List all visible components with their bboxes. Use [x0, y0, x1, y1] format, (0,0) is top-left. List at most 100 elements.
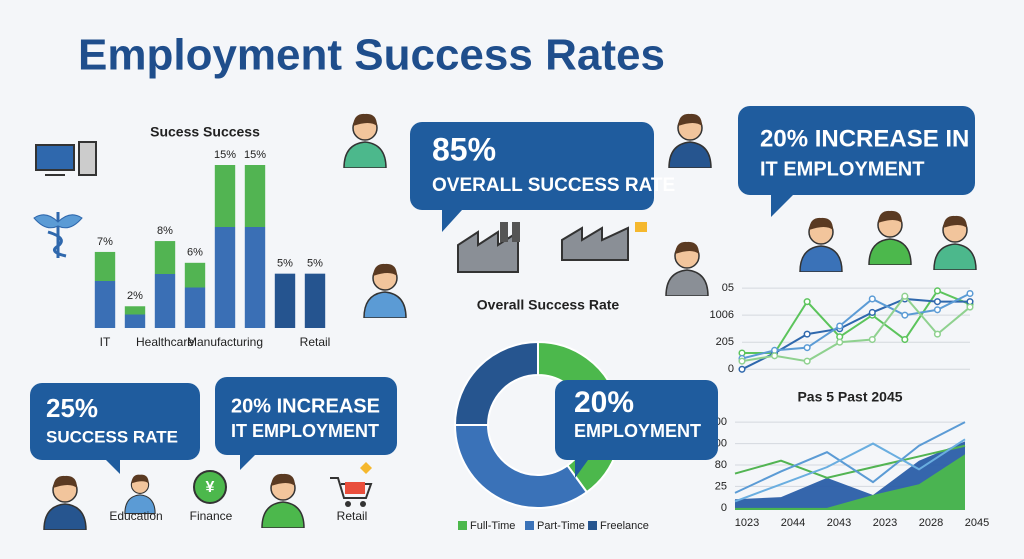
value-label: 5% [307, 258, 323, 270]
line [734, 444, 966, 479]
point [933, 287, 941, 295]
bar [304, 273, 326, 328]
svg-text:¥: ¥ [206, 479, 215, 496]
point [933, 330, 941, 338]
callout: 85% OVERALL SUCCESS RATE [410, 122, 675, 232]
callout: 20% INCREASE IT EMPLOYMENT [215, 377, 397, 470]
yen-icon: ¥ [193, 470, 227, 504]
y-tick-label: 0 [721, 502, 727, 514]
callout-text: IT EMPLOYMENT [760, 158, 924, 180]
point [901, 292, 909, 300]
callout-text: SUCCESS RATE [46, 427, 178, 446]
icon-label: Retail [337, 509, 368, 523]
icons: ¥ [33, 114, 976, 530]
point [803, 357, 811, 365]
y-tick-label: 205 [716, 336, 734, 348]
point [966, 303, 974, 311]
callout: 20% EMPLOYMENT [555, 380, 718, 478]
chart-title: Overall Success Rate [477, 297, 620, 313]
value-label: 2% [127, 290, 143, 302]
chart-title: Pas 5 Past 2045 [797, 389, 902, 405]
bar [124, 306, 146, 328]
x-tick-label: Healthcare [136, 335, 194, 349]
donut-segment [453, 424, 589, 509]
value-label: 6% [187, 247, 203, 259]
point [868, 335, 876, 344]
x-tick-label: 1023 [735, 517, 759, 529]
point [868, 295, 876, 303]
x-tick-label: 2043 [827, 517, 851, 529]
point [771, 352, 779, 360]
value-label: 15% [214, 149, 236, 161]
point [966, 289, 974, 298]
point [901, 335, 909, 344]
line [742, 289, 971, 355]
page-title: Employment Success Rates [78, 31, 665, 80]
point [868, 308, 876, 317]
point [738, 357, 746, 365]
callout-value: 20% INCREASE IN [760, 125, 969, 152]
x-tick-label: Retail [300, 335, 331, 349]
callout-value: 25% [46, 393, 98, 423]
bar [94, 251, 116, 328]
value-label: 5% [277, 258, 293, 270]
point [836, 338, 844, 346]
point [803, 344, 811, 352]
factory-icon [457, 222, 520, 273]
legend-label: Freelance [600, 520, 649, 532]
callout: 25% SUCCESS RATE [30, 383, 200, 474]
computer-icon [35, 141, 97, 176]
legend-swatch [525, 521, 534, 530]
line [734, 438, 966, 503]
point [803, 298, 811, 306]
callout-text: OVERALL SUCCESS RATE [432, 175, 675, 196]
bar [154, 241, 176, 328]
area [735, 454, 965, 510]
point [901, 311, 909, 319]
line [734, 421, 966, 494]
x-tick-label: Manufacturing [187, 335, 263, 349]
callout-text: EMPLOYMENT [574, 421, 701, 441]
line [741, 294, 971, 363]
bar [244, 165, 266, 328]
line [741, 292, 971, 360]
icon-label: Education [109, 509, 162, 523]
donut-segment [453, 340, 539, 426]
point [836, 322, 844, 330]
callout-value: 85% [432, 131, 496, 167]
chart-title: Sucess Success [150, 124, 260, 140]
x-tick-label: IT [100, 335, 111, 349]
legend-label: Part-Time [537, 520, 585, 532]
callout-value: 20% INCREASE [231, 395, 380, 417]
x-tick-label: 2028 [919, 517, 943, 529]
value-label: 7% [97, 236, 113, 248]
point [933, 306, 941, 314]
point [738, 365, 746, 373]
y-tick-label: 80 [715, 459, 727, 471]
bar [274, 273, 296, 328]
legend-swatch [458, 521, 467, 530]
bar [184, 262, 206, 328]
value-label: 15% [244, 149, 266, 161]
bar [214, 165, 236, 328]
callout-value: 20% [574, 386, 634, 419]
icon-label: Finance [190, 509, 233, 523]
y-tick-label: 1006 [710, 309, 734, 321]
callout-text: IT EMPLOYMENT [231, 421, 379, 441]
y-tick-label: 05 [722, 282, 734, 294]
legend-swatch [588, 521, 597, 530]
point [803, 330, 811, 338]
x-tick-label: 2045 [965, 517, 989, 529]
callout: 20% INCREASE IN IT EMPLOYMENT [738, 106, 975, 217]
value-label: 8% [157, 225, 173, 237]
factory-icon [561, 222, 647, 261]
x-tick-label: 2044 [781, 517, 805, 529]
caduceus-icon [33, 212, 83, 258]
y-tick-label: 0 [728, 363, 734, 375]
point [933, 298, 941, 306]
cart-icon [330, 462, 373, 507]
legend-label: Full-Time [470, 520, 515, 532]
x-tick-label: 2023 [873, 517, 897, 529]
y-tick-label: 25 [715, 480, 727, 492]
